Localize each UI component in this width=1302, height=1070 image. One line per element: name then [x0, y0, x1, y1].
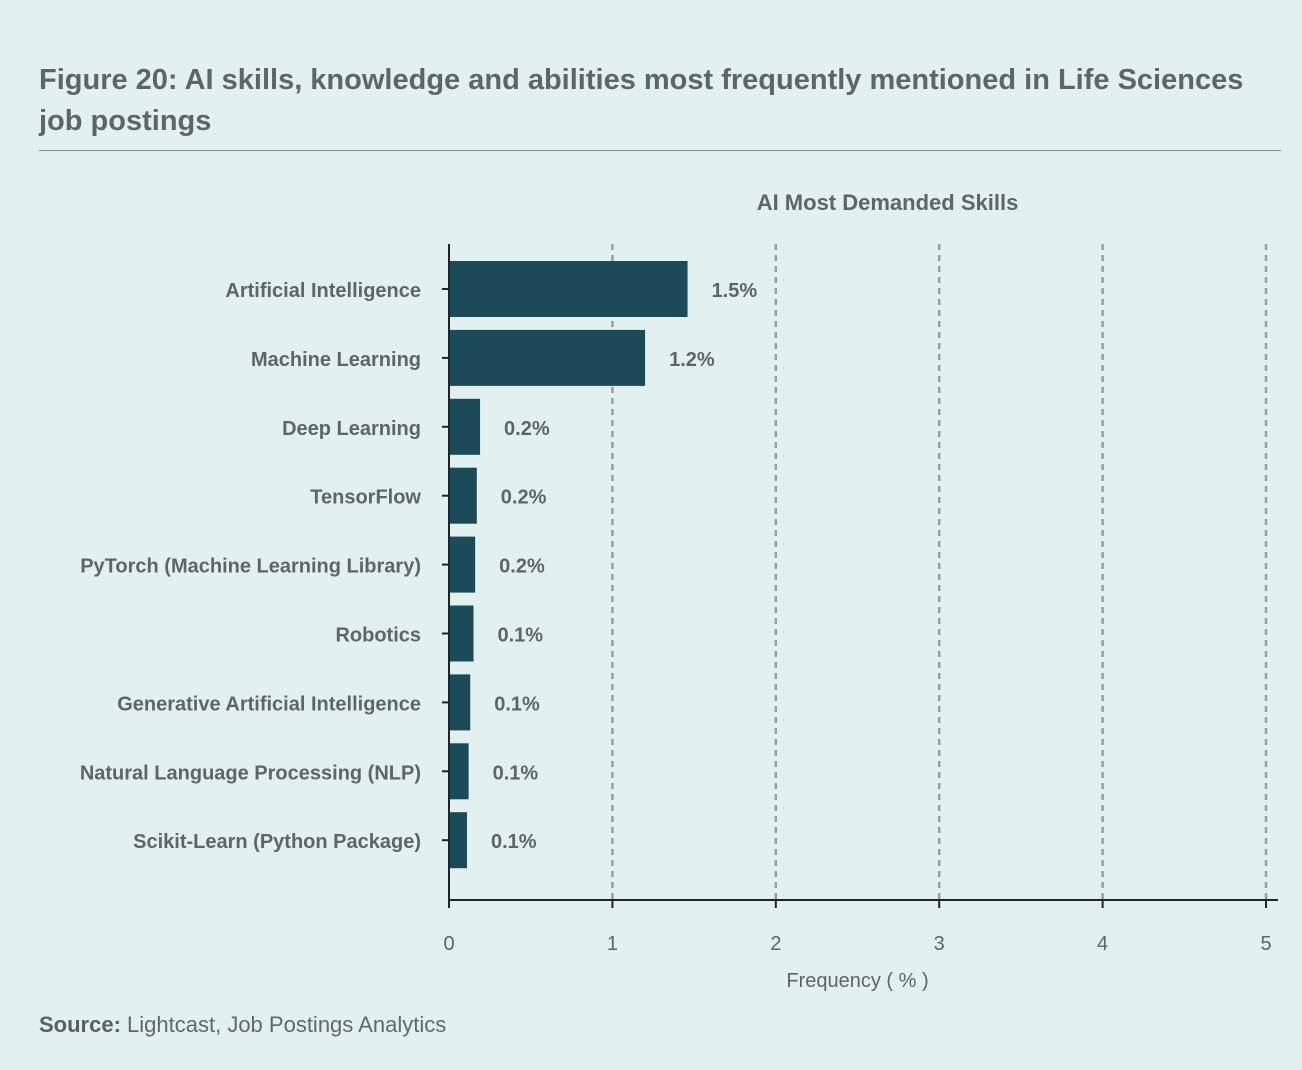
category-label-3: TensorFlow: [310, 487, 421, 509]
bar-5: [449, 605, 474, 662]
category-label-6: Generative Artificial Intelligence: [117, 693, 421, 715]
category-label-7: Natural Language Processing (NLP): [80, 762, 421, 784]
x-tick-label-4: 4: [1097, 933, 1108, 955]
title-divider: [39, 150, 1281, 151]
category-label-5: Robotics: [335, 625, 421, 647]
bar-chart: AI Most Demanded Skills Artificial Intell…: [80, 190, 1278, 992]
bar-4: [449, 536, 476, 593]
bar-6: [449, 674, 471, 731]
figure-title-text: AI skills, knowledge and abilities most …: [39, 64, 1244, 137]
data-label-7: 0.1%: [493, 762, 539, 784]
bar-8: [449, 812, 467, 869]
x-tick-label-3: 3: [934, 933, 945, 955]
figure-title: Figure 20: AI skills, knowledge and abil…: [39, 60, 1259, 142]
bar-1: [449, 329, 646, 386]
category-label-2: Deep Learning: [282, 418, 421, 440]
bar-3: [449, 467, 477, 524]
chart-title: AI Most Demanded Skills: [757, 190, 1019, 215]
x-tick-label-5: 5: [1260, 933, 1271, 955]
data-label-0: 1.5%: [712, 280, 758, 302]
x-axis-label: Frequency ( % ): [786, 970, 928, 992]
source-note: Source: Lightcast, Job Postings Analytic…: [39, 1012, 446, 1038]
data-label-3: 0.2%: [501, 487, 547, 509]
data-label-1: 1.2%: [669, 349, 715, 371]
bar-2: [449, 398, 481, 455]
x-tick-label-1: 1: [607, 933, 618, 955]
bar-7: [449, 743, 469, 800]
source-label: Source:: [39, 1012, 121, 1037]
category-label-4: PyTorch (Machine Learning Library): [80, 556, 421, 578]
data-label-6: 0.1%: [494, 693, 540, 715]
bar-0: [449, 261, 688, 317]
data-label-2: 0.2%: [504, 418, 550, 440]
category-label-8: Scikit-Learn (Python Package): [133, 831, 421, 853]
source-text: Lightcast, Job Postings Analytics: [127, 1012, 447, 1037]
category-label-1: Machine Learning: [251, 349, 421, 371]
x-tick-label-0: 0: [443, 933, 454, 955]
data-label-8: 0.1%: [491, 831, 537, 853]
x-tick-label-2: 2: [770, 933, 781, 955]
figure-label: Figure 20:: [39, 64, 178, 96]
data-label-4: 0.2%: [499, 556, 545, 578]
data-label-5: 0.1%: [498, 625, 544, 647]
category-label-0: Artificial Intelligence: [225, 280, 421, 302]
